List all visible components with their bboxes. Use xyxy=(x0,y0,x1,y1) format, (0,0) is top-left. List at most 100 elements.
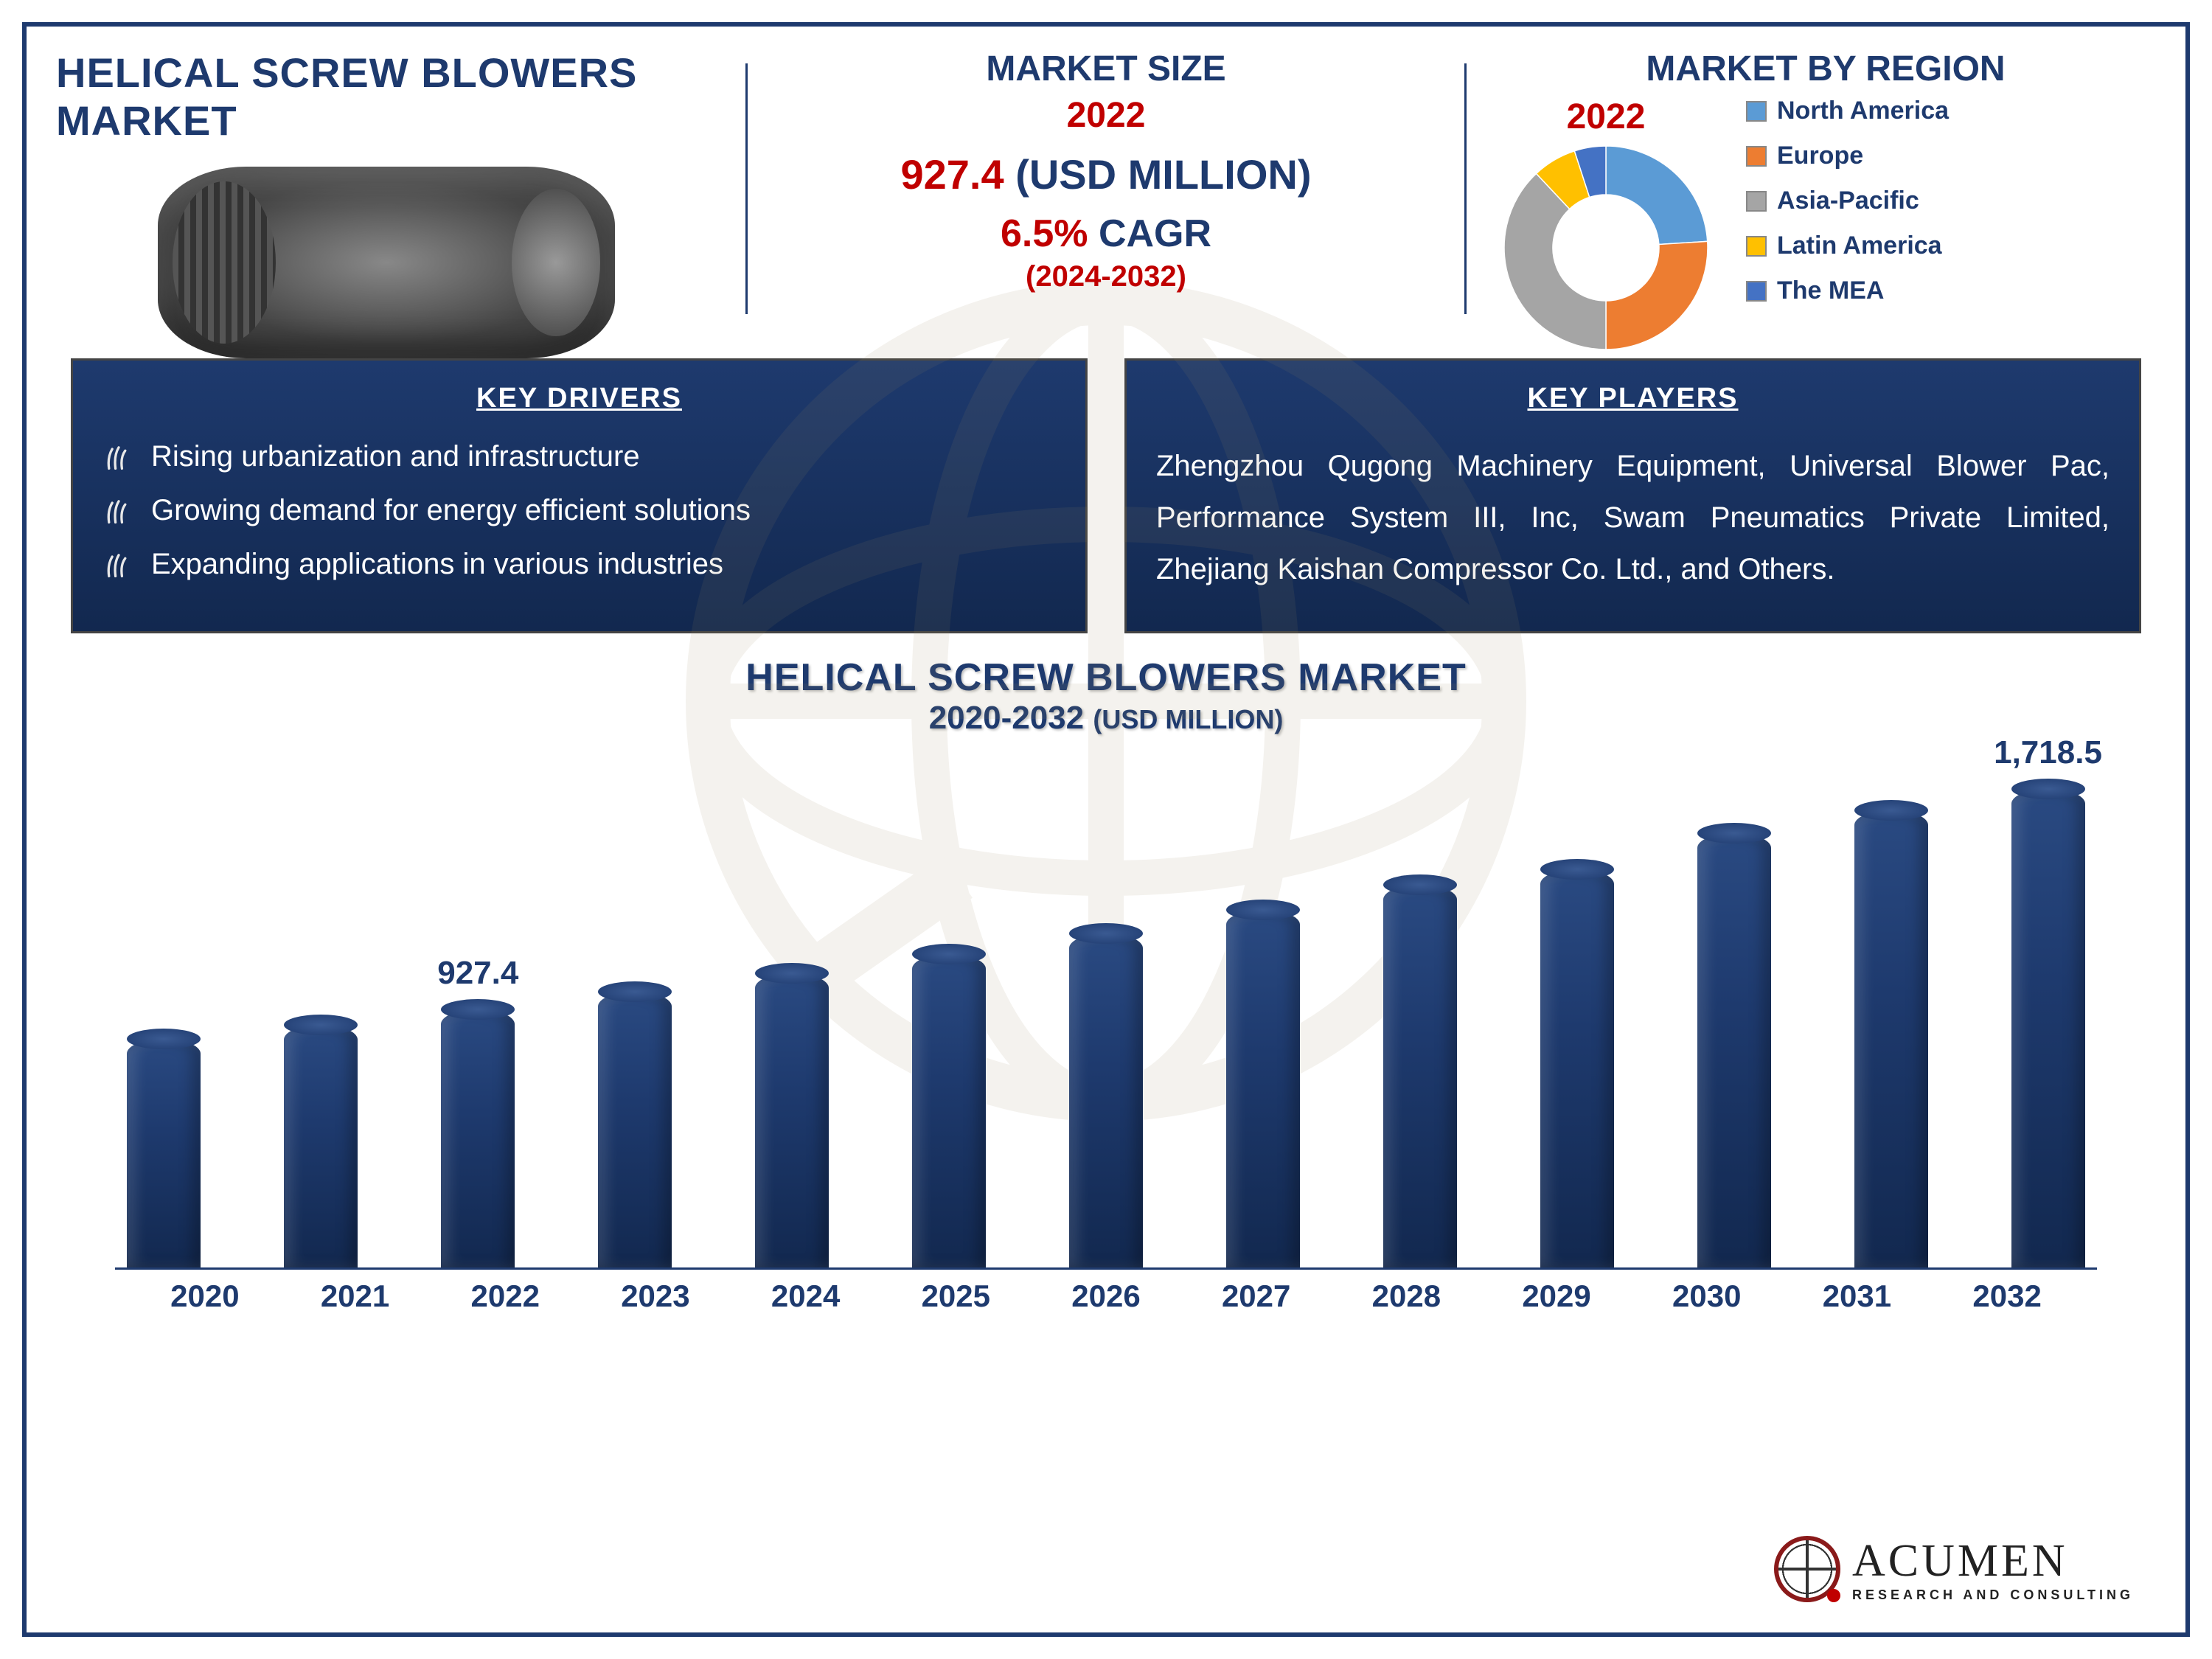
bar-slot xyxy=(1341,766,1498,1267)
bar xyxy=(912,954,986,1267)
bar-value-label: 1,718.5 xyxy=(1994,734,2102,771)
donut-slice xyxy=(1606,146,1708,244)
x-tick: 2029 xyxy=(1481,1279,1632,1314)
region-legend: North America Europe Asia-Pacific Latin Ame… xyxy=(1746,97,1949,321)
region-column: MARKET BY REGION 2022 North AmericaEurop… xyxy=(1466,27,2185,351)
key-players-box: KEY PLAYERS Zhengzhou Qugong Machinery E… xyxy=(1124,358,2141,633)
donut-chart xyxy=(1495,137,1717,358)
key-drivers-box: KEY DRIVERS Rising urbanization and infr… xyxy=(71,358,1088,633)
legend-label: North America xyxy=(1777,97,1949,125)
legend-item: Europe xyxy=(1746,142,1949,170)
x-tick: 2021 xyxy=(280,1279,431,1314)
legend-label: Latin America xyxy=(1777,232,1942,260)
title-column: HELICAL SCREW BLOWERS MARKET xyxy=(27,27,746,351)
key-players-heading: KEY PLAYERS xyxy=(1156,383,2110,414)
legend-label: Asia-Pacific xyxy=(1777,187,1919,215)
bullet-icon xyxy=(102,441,135,473)
bar xyxy=(1540,869,1614,1267)
bar xyxy=(1697,833,1771,1267)
logo-name: ACUMEN xyxy=(1852,1535,2134,1587)
top-row: HELICAL SCREW BLOWERS MARKET MARKET SIZE… xyxy=(27,27,2185,351)
bar-slot: 1,718.5 xyxy=(1969,766,2126,1267)
bar-slot xyxy=(871,766,1028,1267)
region-year: 2022 xyxy=(1567,97,1646,137)
market-size-heading: MARKET SIZE xyxy=(776,49,1436,89)
legend-swatch xyxy=(1746,146,1767,167)
brand-logo: ACUMEN RESEARCH AND CONSULTING xyxy=(1774,1535,2134,1603)
bar xyxy=(1383,885,1457,1267)
x-tick: 2023 xyxy=(580,1279,731,1314)
legend-swatch xyxy=(1746,236,1767,257)
cagr: 6.5% CAGR xyxy=(776,212,1436,256)
key-players-text: Zhengzhou Qugong Machinery Equipment, Un… xyxy=(1156,440,2110,595)
bullet-icon xyxy=(102,549,135,581)
bar-slot xyxy=(1812,766,1969,1267)
bar-value-label: 927.4 xyxy=(437,955,518,992)
cagr-period: (2024-2032) xyxy=(776,260,1436,293)
bar-slot xyxy=(557,766,714,1267)
market-size-number: 927.4 xyxy=(901,151,1004,198)
bullet-icon xyxy=(102,495,135,527)
driver-text: Growing demand for energy efficient solu… xyxy=(151,494,751,527)
bar-chart-subtitle: 2020-2032 (USD MILLION) xyxy=(71,700,2141,737)
logo-globe-icon xyxy=(1774,1536,1840,1602)
x-tick: 2030 xyxy=(1632,1279,1782,1314)
bar-chart-x-axis: 2020202120222023202420252026202720282029… xyxy=(115,1267,2097,1314)
market-size-column: MARKET SIZE 2022 927.4 (USD MILLION) 6.5… xyxy=(746,27,1466,351)
bar-slot xyxy=(1184,766,1341,1267)
bar-slot xyxy=(1028,766,1185,1267)
legend-item: Asia-Pacific xyxy=(1746,187,1949,215)
cagr-label: CAGR xyxy=(1099,212,1211,255)
bar-chart-range: 2020-2032 xyxy=(929,700,1084,736)
legend-item: The MEA xyxy=(1746,276,1949,305)
driver-text: Expanding applications in various indust… xyxy=(151,548,723,581)
bar xyxy=(598,992,672,1267)
legend-item: Latin America xyxy=(1746,232,1949,260)
bar-chart-title: HELICAL SCREW BLOWERS MARKET xyxy=(71,655,2141,700)
bar xyxy=(1226,910,1300,1267)
market-size-unit: (USD MILLION) xyxy=(1015,151,1311,198)
bar xyxy=(127,1039,201,1267)
bar-chart: 927.4 1,718.5 xyxy=(71,766,2141,1267)
market-size-year: 2022 xyxy=(776,95,1436,136)
driver-item: Growing demand for energy efficient solu… xyxy=(102,494,1056,527)
bar xyxy=(284,1025,358,1267)
x-tick: 2025 xyxy=(880,1279,1031,1314)
page-title: HELICAL SCREW BLOWERS MARKET xyxy=(56,49,717,145)
bar xyxy=(755,973,829,1267)
x-tick: 2020 xyxy=(130,1279,280,1314)
legend-label: The MEA xyxy=(1777,276,1884,305)
key-drivers-heading: KEY DRIVERS xyxy=(102,383,1056,414)
bar-slot: 927.4 xyxy=(400,766,557,1267)
cagr-percent: 6.5% xyxy=(1001,212,1088,255)
bar-slot xyxy=(1498,766,1655,1267)
driver-list: Rising urbanization and infrastructure Gr… xyxy=(102,440,1056,581)
bar xyxy=(1854,810,1928,1267)
driver-item: Expanding applications in various indust… xyxy=(102,548,1056,581)
bar-slot xyxy=(714,766,871,1267)
bar-slot xyxy=(1655,766,1812,1267)
donut-slice xyxy=(1504,173,1606,349)
bar-slot xyxy=(86,766,243,1267)
x-tick: 2027 xyxy=(1181,1279,1332,1314)
legend-swatch xyxy=(1746,101,1767,122)
product-image xyxy=(158,167,615,358)
bar-chart-unit: (USD MILLION) xyxy=(1093,704,1283,734)
legend-swatch xyxy=(1746,191,1767,212)
bar xyxy=(441,1009,515,1267)
x-tick: 2028 xyxy=(1332,1279,1482,1314)
info-boxes-row: KEY DRIVERS Rising urbanization and infr… xyxy=(27,351,2185,633)
x-tick: 2026 xyxy=(1031,1279,1181,1314)
driver-text: Rising urbanization and infrastructure xyxy=(151,440,640,473)
legend-swatch xyxy=(1746,281,1767,302)
x-tick: 2032 xyxy=(1932,1279,2082,1314)
bar-slot xyxy=(243,766,400,1267)
donut-slice xyxy=(1606,241,1708,349)
legend-item: North America xyxy=(1746,97,1949,125)
market-size-value: 927.4 (USD MILLION) xyxy=(776,150,1436,198)
bar xyxy=(1069,933,1143,1267)
x-tick: 2031 xyxy=(1782,1279,1933,1314)
logo-tagline: RESEARCH AND CONSULTING xyxy=(1852,1587,2134,1603)
legend-label: Europe xyxy=(1777,142,1863,170)
driver-item: Rising urbanization and infrastructure xyxy=(102,440,1056,473)
